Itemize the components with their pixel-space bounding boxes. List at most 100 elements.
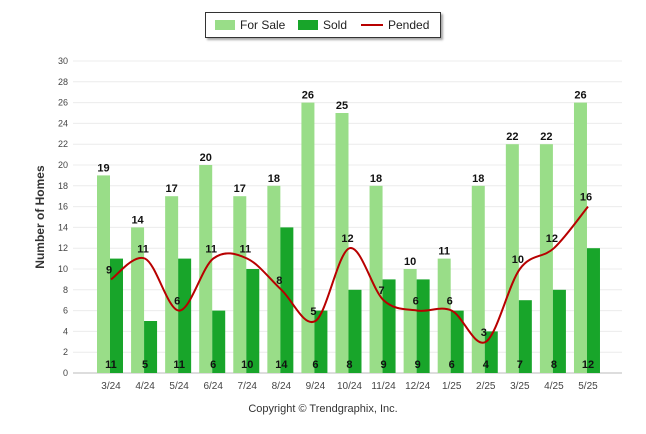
legend-swatch-pended: [361, 24, 383, 26]
bar-sold[interactable]: [314, 310, 328, 373]
label-sold: 12: [582, 359, 594, 371]
x-tick-label: 4/25: [544, 381, 564, 392]
label-for-sale: 22: [540, 131, 552, 143]
bar-sold[interactable]: [552, 289, 566, 373]
bar-for-sale[interactable]: [267, 185, 281, 373]
y-tick-label: 24: [58, 118, 68, 128]
y-tick-label: 26: [58, 98, 68, 108]
label-for-sale: 26: [302, 90, 314, 102]
label-sold: 8: [551, 359, 557, 371]
bars: [97, 102, 600, 373]
label-pended: 3: [481, 327, 487, 339]
label-sold: 6: [449, 359, 455, 371]
bar-for-sale[interactable]: [233, 196, 247, 373]
y-tick-label: 14: [58, 222, 68, 232]
legend: For Sale Sold Pended: [205, 12, 441, 38]
y-tick-label: 22: [58, 139, 68, 149]
bar-sold[interactable]: [178, 258, 192, 373]
label-sold: 4: [483, 359, 490, 371]
x-tick-label: 4/24: [135, 381, 155, 392]
label-for-sale: 20: [200, 152, 212, 164]
label-sold: 11: [173, 359, 185, 371]
label-sold: 11: [105, 359, 117, 371]
label-sold: 8: [346, 359, 352, 371]
label-sold: 14: [275, 359, 288, 371]
bar-sold[interactable]: [518, 300, 532, 373]
label-for-sale: 17: [234, 183, 246, 195]
label-pended: 5: [310, 306, 316, 318]
bar-for-sale[interactable]: [573, 102, 587, 373]
label-pended: 6: [413, 296, 419, 308]
y-tick-label: 28: [58, 77, 68, 87]
label-pended: 6: [174, 296, 180, 308]
legend-item-pended[interactable]: Pended: [361, 18, 429, 32]
bar-sold[interactable]: [450, 310, 464, 373]
label-pended: 10: [512, 254, 524, 266]
label-for-sale: 17: [166, 183, 178, 195]
x-tick-label: 12/24: [405, 381, 430, 392]
bar-sold[interactable]: [280, 227, 294, 373]
bar-for-sale[interactable]: [539, 144, 553, 373]
bar-sold[interactable]: [246, 269, 260, 373]
legend-item-sold[interactable]: Sold: [298, 18, 347, 32]
bar-sold[interactable]: [144, 321, 158, 373]
x-tick-label: 9/24: [306, 381, 326, 392]
x-tick-label: 5/25: [578, 381, 598, 392]
y-tick-label: 10: [58, 264, 68, 274]
bar-for-sale[interactable]: [131, 227, 145, 373]
y-tick-label: 8: [63, 285, 68, 295]
bar-for-sale[interactable]: [165, 196, 179, 373]
bar-for-sale[interactable]: [403, 269, 417, 373]
y-tick-label: 0: [63, 368, 68, 378]
bar-sold[interactable]: [110, 258, 123, 373]
y-axis-label: Number of Homes: [33, 165, 47, 269]
y-tick-label: 30: [58, 56, 68, 66]
bar-for-sale[interactable]: [505, 144, 519, 373]
label-pended: 6: [447, 296, 453, 308]
label-for-sale: 18: [370, 173, 382, 185]
bar-for-sale[interactable]: [437, 258, 451, 373]
bar-sold[interactable]: [484, 331, 498, 373]
label-pended: 8: [276, 275, 282, 287]
pended-line-path[interactable]: [110, 205, 589, 344]
label-sold: 5: [142, 359, 148, 371]
x-axis-ticks: 3/24 4/24 5/24 6/24 7/24 8/24 9/24 10/24 11/24 12…: [101, 381, 598, 392]
x-tick-label: 8/24: [272, 381, 292, 392]
y-tick-label: 20: [58, 160, 68, 170]
label-pended: 11: [239, 244, 251, 256]
y-tick-label: 16: [58, 202, 68, 212]
label-pended: 7: [378, 285, 384, 297]
y-tick-label: 2: [63, 347, 68, 357]
label-for-sale: 14: [131, 214, 144, 226]
y-tick-label: 12: [58, 243, 68, 253]
label-sold: 10: [241, 359, 253, 371]
label-pended: 12: [341, 233, 353, 245]
legend-item-for-sale[interactable]: For Sale: [215, 18, 285, 32]
label-for-sale: 25: [336, 100, 348, 112]
bar-for-sale[interactable]: [369, 185, 383, 373]
data-labels: 19 11 14 5 17 11 20 6 17 10 18 14 26 6 25 8 18 9 10 9 11 6 18 4…: [97, 90, 594, 371]
bar-for-sale[interactable]: [97, 175, 110, 373]
legend-label-for-sale: For Sale: [240, 18, 286, 32]
label-for-sale: 11: [438, 246, 450, 258]
label-for-sale: 18: [472, 173, 484, 185]
label-sold: 6: [312, 359, 318, 371]
label-pended: 11: [137, 244, 149, 256]
bar-sold[interactable]: [586, 248, 600, 373]
bar-sold[interactable]: [348, 289, 362, 373]
label-sold: 7: [517, 359, 523, 371]
bar-for-sale[interactable]: [471, 185, 485, 373]
label-for-sale: 10: [404, 256, 416, 268]
label-pended: 16: [580, 192, 592, 204]
pended-line: [110, 205, 589, 344]
bar-for-sale[interactable]: [335, 113, 349, 373]
label-for-sale: 18: [268, 173, 280, 185]
legend-label-pended: Pended: [388, 18, 430, 32]
bar-for-sale[interactable]: [301, 102, 315, 373]
bar-sold[interactable]: [212, 310, 226, 373]
bar-sold[interactable]: [416, 279, 430, 373]
x-tick-label: 10/24: [337, 381, 362, 392]
label-for-sale: 19: [97, 162, 109, 174]
